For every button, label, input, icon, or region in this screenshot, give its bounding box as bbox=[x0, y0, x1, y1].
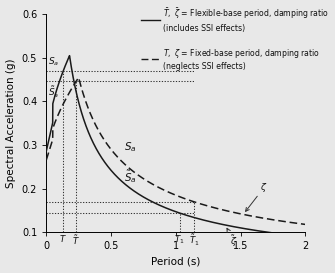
Text: $S_a$: $S_a$ bbox=[48, 55, 59, 68]
Text: $S_a$: $S_a$ bbox=[124, 140, 137, 154]
Text: $T,\ \zeta$ = Fixed-base period, damping ratio
(neglects SSI effects): $T,\ \zeta$ = Fixed-base period, damping… bbox=[163, 46, 320, 71]
Text: $\zeta$: $\zeta$ bbox=[246, 182, 267, 211]
Text: $\tilde{T}_1$: $\tilde{T}_1$ bbox=[189, 233, 199, 248]
Text: $\tilde{\zeta}$: $\tilde{\zeta}$ bbox=[227, 228, 238, 249]
Y-axis label: Spectral Acceleration (g): Spectral Acceleration (g) bbox=[6, 58, 16, 188]
Text: $\bar{T},\ \bar{\zeta}$ = Flexible-base period, damping ratio
(includes SSI effe: $\bar{T},\ \bar{\zeta}$ = Flexible-base … bbox=[163, 7, 329, 33]
Text: $\tilde{T}$: $\tilde{T}$ bbox=[72, 233, 80, 247]
Text: $T_1$: $T_1$ bbox=[175, 233, 185, 245]
Text: $T$: $T$ bbox=[59, 233, 67, 244]
Text: $\tilde{S}_a$: $\tilde{S}_a$ bbox=[48, 85, 59, 100]
Text: $\tilde{S}_a$: $\tilde{S}_a$ bbox=[124, 168, 137, 185]
X-axis label: Period (s): Period (s) bbox=[151, 257, 201, 267]
